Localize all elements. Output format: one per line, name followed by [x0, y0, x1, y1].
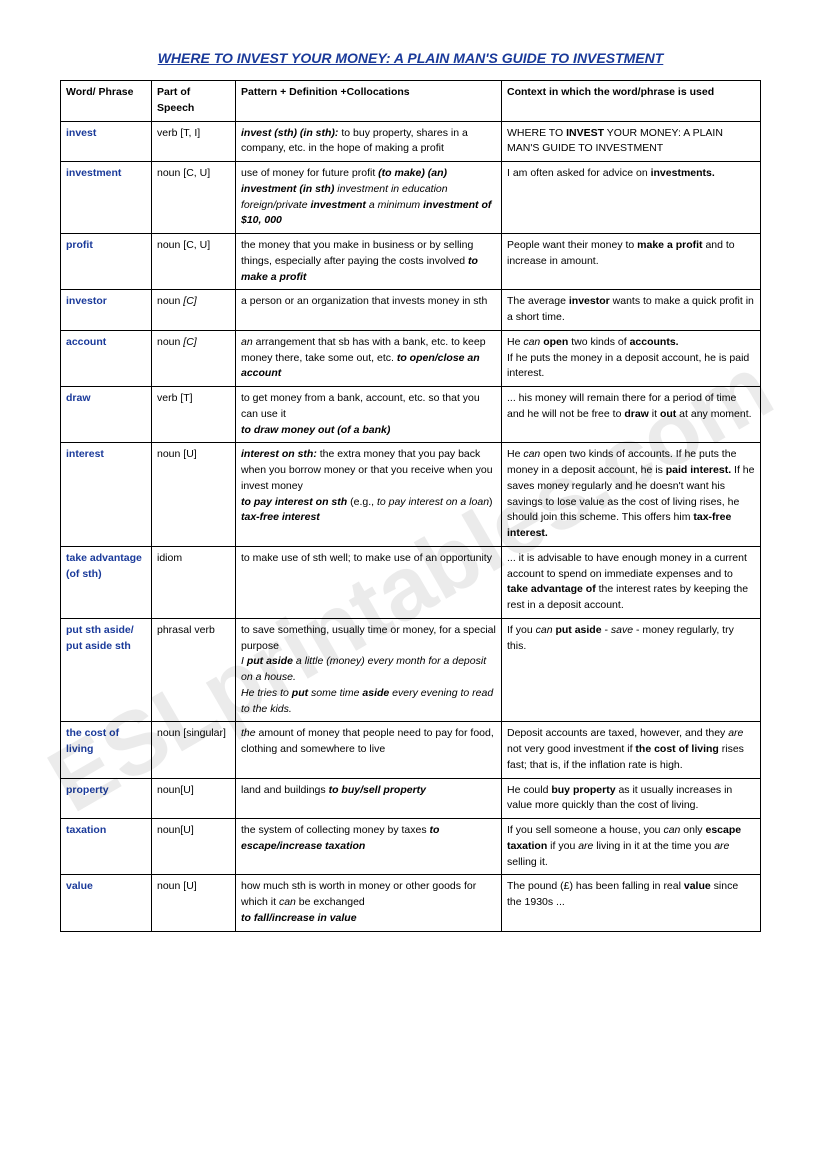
table-row: propertynoun[U]land and buildings to buy… [61, 778, 761, 819]
cell-word: profit [61, 234, 152, 290]
table-body: investverb [T, I]invest (sth) (in sth): … [61, 121, 761, 931]
table-row: take advantage (of sth)idiomto make use … [61, 546, 761, 618]
cell-context: The average investor wants to make a qui… [502, 290, 761, 331]
table-row: investornoun [C]a person or an organizat… [61, 290, 761, 331]
cell-definition: the amount of money that people need to … [236, 722, 502, 778]
cell-context: Deposit accounts are taxed, however, and… [502, 722, 761, 778]
table-row: profitnoun [C, U]the money that you make… [61, 234, 761, 290]
cell-word: property [61, 778, 152, 819]
cell-definition: invest (sth) (in sth): to buy property, … [236, 121, 502, 162]
cell-definition: to make use of sth well; to make use of … [236, 546, 502, 618]
cell-pos: noun [C] [152, 290, 236, 331]
cell-pos: noun[U] [152, 778, 236, 819]
vocabulary-table: Word/ Phrase Part of Speech Pattern + De… [60, 80, 761, 932]
cell-word: take advantage (of sth) [61, 546, 152, 618]
table-header-row: Word/ Phrase Part of Speech Pattern + De… [61, 81, 761, 122]
table-row: investverb [T, I]invest (sth) (in sth): … [61, 121, 761, 162]
cell-definition: the money that you make in business or b… [236, 234, 502, 290]
col-def: Pattern + Definition +Collocations [236, 81, 502, 122]
cell-context: I am often asked for advice on investmen… [502, 162, 761, 234]
cell-pos: verb [T, I] [152, 121, 236, 162]
table-row: investmentnoun [C, U]use of money for fu… [61, 162, 761, 234]
cell-context: If you can put aside - save - money regu… [502, 618, 761, 722]
cell-definition: the system of collecting money by taxes … [236, 819, 502, 875]
table-row: valuenoun [U]how much sth is worth in mo… [61, 875, 761, 931]
cell-definition: interest on sth: the extra money that yo… [236, 443, 502, 547]
table-row: drawverb [T]to get money from a bank, ac… [61, 387, 761, 443]
cell-context: People want their money to make a profit… [502, 234, 761, 290]
cell-definition: a person or an organization that invests… [236, 290, 502, 331]
cell-pos: verb [T] [152, 387, 236, 443]
col-ctx: Context in which the word/phrase is used [502, 81, 761, 122]
cell-pos: idiom [152, 546, 236, 618]
cell-word: the cost of living [61, 722, 152, 778]
page-title: WHERE TO INVEST YOUR MONEY: A PLAIN MAN'… [60, 50, 761, 66]
col-pos: Part of Speech [152, 81, 236, 122]
cell-context: The pound (£) has been falling in real v… [502, 875, 761, 931]
cell-pos: noun [U] [152, 875, 236, 931]
cell-context: He can open two kinds of accounts.If he … [502, 330, 761, 386]
cell-context: ... his money will remain there for a pe… [502, 387, 761, 443]
cell-context: He could buy property as it usually incr… [502, 778, 761, 819]
cell-definition: an arrangement that sb has with a bank, … [236, 330, 502, 386]
cell-definition: use of money for future profit (to make)… [236, 162, 502, 234]
cell-word: investment [61, 162, 152, 234]
cell-definition: land and buildings to buy/sell property [236, 778, 502, 819]
page: ESLprintables.com WHERE TO INVEST YOUR M… [0, 0, 821, 1169]
table-row: put sth aside/ put aside sthphrasal verb… [61, 618, 761, 722]
cell-word: put sth aside/ put aside sth [61, 618, 152, 722]
cell-definition: how much sth is worth in money or other … [236, 875, 502, 931]
table-row: accountnoun [C]an arrangement that sb ha… [61, 330, 761, 386]
cell-context: ... it is advisable to have enough money… [502, 546, 761, 618]
cell-word: value [61, 875, 152, 931]
col-word: Word/ Phrase [61, 81, 152, 122]
cell-word: taxation [61, 819, 152, 875]
cell-context: He can open two kinds of accounts. If he… [502, 443, 761, 547]
table-row: taxationnoun[U]the system of collecting … [61, 819, 761, 875]
cell-pos: noun [C, U] [152, 162, 236, 234]
cell-context: If you sell someone a house, you can onl… [502, 819, 761, 875]
table-row: interestnoun [U]interest on sth: the ext… [61, 443, 761, 547]
cell-word: draw [61, 387, 152, 443]
cell-definition: to save something, usually time or money… [236, 618, 502, 722]
cell-pos: noun [U] [152, 443, 236, 547]
cell-word: investor [61, 290, 152, 331]
cell-pos: noun[U] [152, 819, 236, 875]
cell-word: invest [61, 121, 152, 162]
cell-definition: to get money from a bank, account, etc. … [236, 387, 502, 443]
cell-pos: noun [singular] [152, 722, 236, 778]
cell-context: WHERE TO INVEST YOUR MONEY: A PLAIN MAN'… [502, 121, 761, 162]
cell-pos: noun [C] [152, 330, 236, 386]
cell-word: account [61, 330, 152, 386]
cell-pos: phrasal verb [152, 618, 236, 722]
cell-word: interest [61, 443, 152, 547]
table-row: the cost of livingnoun [singular]the amo… [61, 722, 761, 778]
cell-pos: noun [C, U] [152, 234, 236, 290]
